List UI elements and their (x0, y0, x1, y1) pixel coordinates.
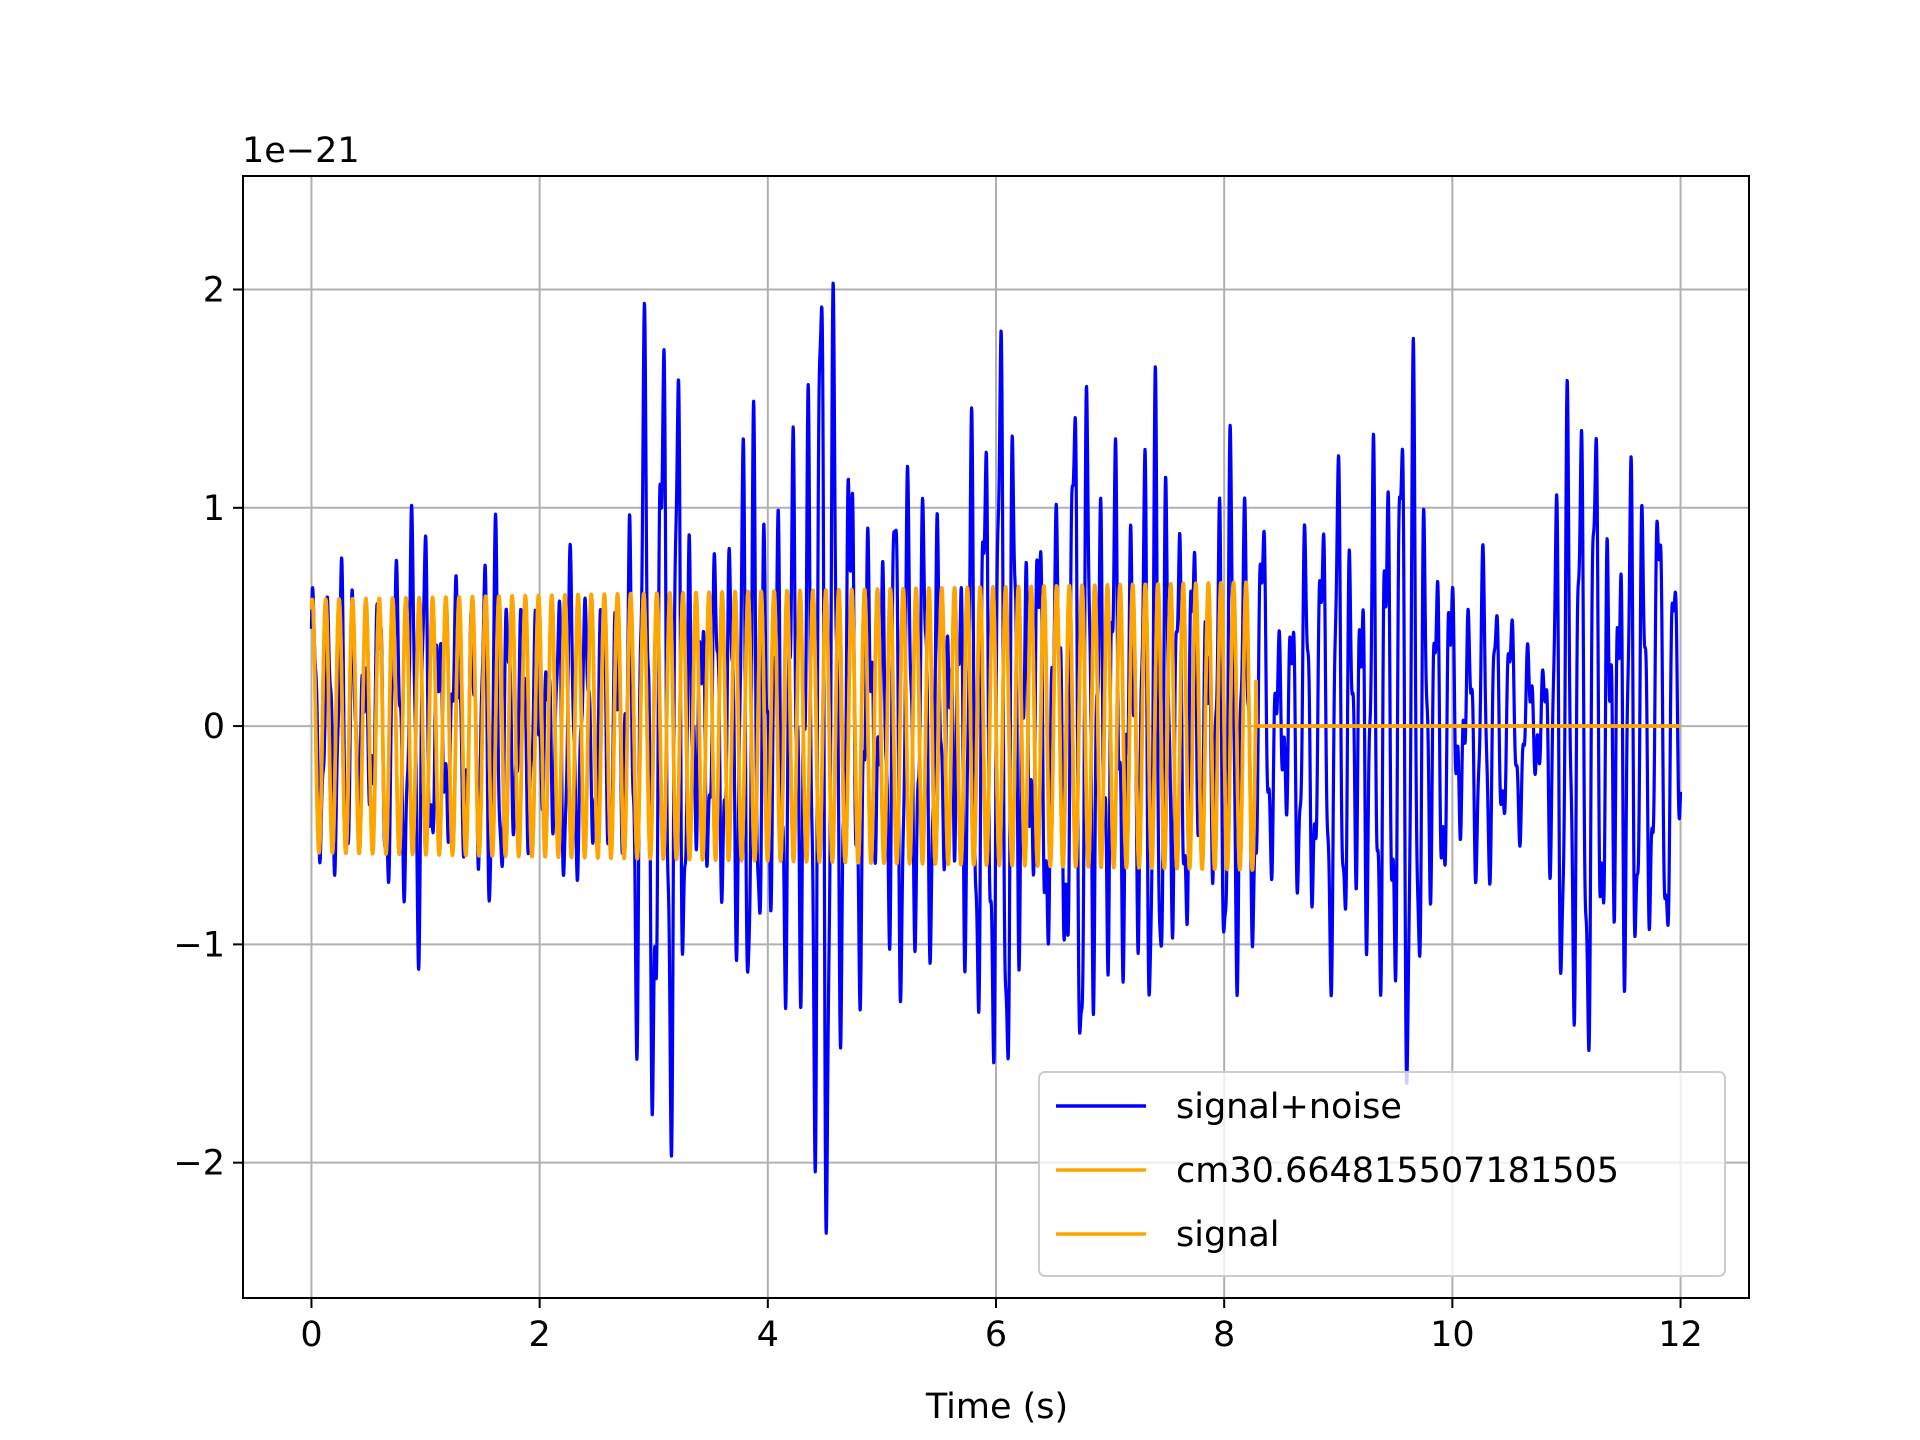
x-tick-label-0: 0 (300, 1315, 322, 1355)
legend: signal+noise cm30.664815507181505 signal (1038, 1071, 1726, 1277)
legend-box (1038, 1071, 1726, 1277)
x-tick-label-5: 10 (1430, 1315, 1475, 1355)
y-tick-label-3: 1 (203, 489, 225, 529)
y-tick-label-0: −2 (173, 1144, 225, 1184)
x-tick-label-1: 2 (528, 1315, 550, 1355)
legend-label-2: signal (1176, 1215, 1280, 1255)
legend-label-1: cm30.664815507181505 (1176, 1151, 1619, 1191)
series-signal-line (309, 580, 1683, 872)
y-axis: −2 −1 0 1 2 (173, 271, 243, 1184)
x-axis-label: Time (s) (925, 1387, 1068, 1427)
y-tick-label-1: −1 (173, 925, 225, 965)
y-tick-label-4: 2 (203, 271, 225, 311)
plot-area (309, 281, 1683, 1235)
y-offset-label: 1e−21 (242, 131, 360, 171)
x-tick-label-6: 12 (1658, 1315, 1703, 1355)
y-tick-label-2: 0 (203, 707, 225, 747)
x-tick-label-3: 6 (985, 1315, 1007, 1355)
x-tick-label-4: 8 (1213, 1315, 1235, 1355)
x-axis: 0 2 4 6 8 10 12 (300, 1298, 1703, 1355)
x-tick-label-2: 4 (757, 1315, 779, 1355)
legend-label-0: signal+noise (1176, 1087, 1402, 1127)
